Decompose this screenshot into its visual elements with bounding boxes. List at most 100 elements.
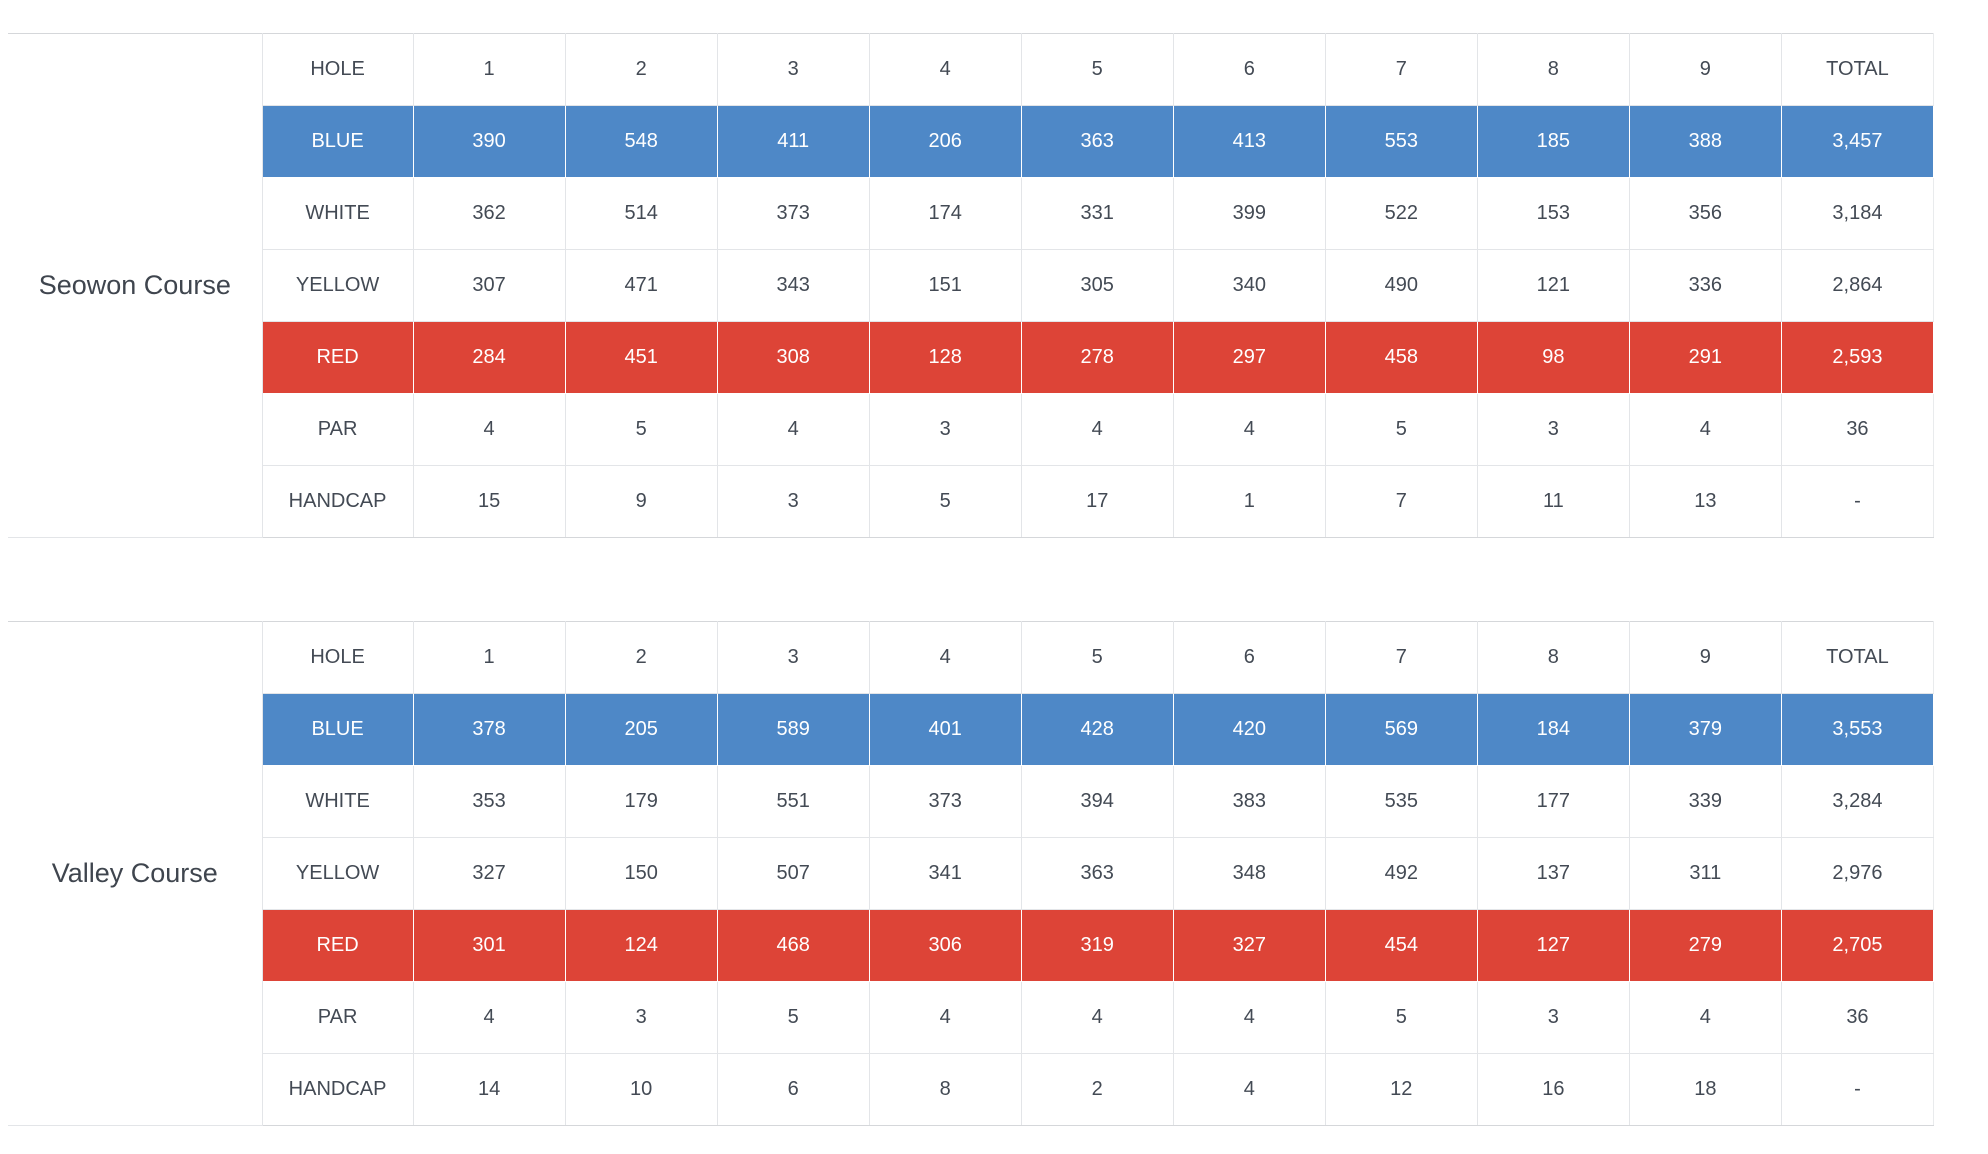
score-cell: 388 bbox=[1628, 105, 1782, 178]
score-cell: 121 bbox=[1476, 249, 1630, 322]
total-cell: 2,976 bbox=[1780, 837, 1935, 910]
score-cell: 362 bbox=[412, 177, 566, 250]
par-cell: 5 bbox=[716, 981, 870, 1054]
score-cell: 127 bbox=[1476, 909, 1630, 982]
row-label: HANDCAP bbox=[261, 465, 414, 538]
header-cell: 5 bbox=[1020, 33, 1174, 106]
header-cell: 6 bbox=[1172, 33, 1326, 106]
total-cell: 2,705 bbox=[1780, 909, 1935, 982]
score-cell: 401 bbox=[868, 693, 1022, 766]
score-cell: 150 bbox=[564, 837, 718, 910]
score-cell: 551 bbox=[716, 765, 870, 838]
handicap-cell: 3 bbox=[716, 465, 870, 538]
score-cell: 589 bbox=[716, 693, 870, 766]
row-label: RED bbox=[261, 909, 414, 982]
header-row: Valley Course HOLE 1 2 3 4 5 6 7 8 9 TOT… bbox=[8, 621, 1935, 1126]
header-cell: 7 bbox=[1324, 621, 1478, 694]
row-blue-tee: BLUE 390 548 411 206 363 413 553 185 388… bbox=[8, 105, 1935, 178]
score-cell: 399 bbox=[1172, 177, 1326, 250]
score-cell: 311 bbox=[1628, 837, 1782, 910]
row-par: PAR 4 3 5 4 4 4 5 3 4 36 bbox=[8, 981, 1935, 1054]
score-cell: 363 bbox=[1020, 837, 1174, 910]
score-cell: 184 bbox=[1476, 693, 1630, 766]
header-cell: 4 bbox=[868, 621, 1022, 694]
handicap-cell: 16 bbox=[1476, 1053, 1630, 1126]
par-cell: 3 bbox=[564, 981, 718, 1054]
score-cell: 373 bbox=[868, 765, 1022, 838]
par-cell: 3 bbox=[1476, 393, 1630, 466]
handicap-cell: 5 bbox=[868, 465, 1022, 538]
par-cell: 4 bbox=[412, 393, 566, 466]
score-cell: 522 bbox=[1324, 177, 1478, 250]
row-white-tee: WHITE 353 179 551 373 394 383 535 177 33… bbox=[8, 765, 1935, 838]
score-cell: 569 bbox=[1324, 693, 1478, 766]
score-cell: 305 bbox=[1020, 249, 1174, 322]
score-cell: 343 bbox=[716, 249, 870, 322]
row-handicap: HANDCAP 15 9 3 5 17 1 7 11 13 - bbox=[8, 465, 1935, 538]
par-cell: 4 bbox=[1628, 393, 1782, 466]
total-cell: 3,284 bbox=[1780, 765, 1935, 838]
score-cell: 306 bbox=[868, 909, 1022, 982]
score-cell: 373 bbox=[716, 177, 870, 250]
handicap-cell: 18 bbox=[1628, 1053, 1782, 1126]
score-cell: 124 bbox=[564, 909, 718, 982]
score-cell: 308 bbox=[716, 321, 870, 394]
course-name: Valley Course bbox=[8, 621, 263, 1126]
score-cell: 297 bbox=[1172, 321, 1326, 394]
score-cell: 492 bbox=[1324, 837, 1478, 910]
total-cell: 3,457 bbox=[1780, 105, 1935, 178]
header-cell: 9 bbox=[1628, 33, 1782, 106]
score-cell: 279 bbox=[1628, 909, 1782, 982]
row-white-tee: WHITE 362 514 373 174 331 399 522 153 35… bbox=[8, 177, 1935, 250]
handicap-cell: 7 bbox=[1324, 465, 1478, 538]
score-cell: 151 bbox=[868, 249, 1022, 322]
score-cell: 507 bbox=[716, 837, 870, 910]
score-cell: 205 bbox=[564, 693, 718, 766]
score-cell: 420 bbox=[1172, 693, 1326, 766]
row-red-tee: RED 284 451 308 128 278 297 458 98 291 2… bbox=[8, 321, 1935, 394]
course-name: Seowon Course bbox=[8, 33, 263, 538]
par-cell: 4 bbox=[1020, 393, 1174, 466]
row-label: WHITE bbox=[261, 765, 414, 838]
total-cell: 3,553 bbox=[1780, 693, 1935, 766]
seowon-course-table: Seowon Course HOLE 1 2 3 4 5 6 7 8 9 TOT… bbox=[8, 33, 1935, 538]
header-cell: 5 bbox=[1020, 621, 1174, 694]
par-cell: 5 bbox=[1324, 981, 1478, 1054]
row-label: HANDCAP bbox=[261, 1053, 414, 1126]
score-cell: 291 bbox=[1628, 321, 1782, 394]
handicap-cell: 2 bbox=[1020, 1053, 1174, 1126]
handicap-cell: 15 bbox=[412, 465, 566, 538]
score-cell: 174 bbox=[868, 177, 1022, 250]
score-cell: 307 bbox=[412, 249, 566, 322]
score-cell: 411 bbox=[716, 105, 870, 178]
par-cell: 4 bbox=[1172, 393, 1326, 466]
score-cell: 490 bbox=[1324, 249, 1478, 322]
par-cell: 4 bbox=[1628, 981, 1782, 1054]
score-cell: 179 bbox=[564, 765, 718, 838]
handicap-cell: 13 bbox=[1628, 465, 1782, 538]
row-red-tee: RED 301 124 468 306 319 327 454 127 279 … bbox=[8, 909, 1935, 982]
header-cell: 7 bbox=[1324, 33, 1478, 106]
total-cell: 2,593 bbox=[1780, 321, 1935, 394]
row-par: PAR 4 5 4 3 4 4 5 3 4 36 bbox=[8, 393, 1935, 466]
row-blue-tee: BLUE 378 205 589 401 428 420 569 184 379… bbox=[8, 693, 1935, 766]
handicap-cell: 6 bbox=[716, 1053, 870, 1126]
par-cell: 3 bbox=[868, 393, 1022, 466]
handicap-cell: 12 bbox=[1324, 1053, 1478, 1126]
handicap-cell: 17 bbox=[1020, 465, 1174, 538]
total-cell: 3,184 bbox=[1780, 177, 1935, 250]
header-row: Seowon Course HOLE 1 2 3 4 5 6 7 8 9 TOT… bbox=[8, 33, 1935, 538]
score-cell: 454 bbox=[1324, 909, 1478, 982]
handicap-cell: 10 bbox=[564, 1053, 718, 1126]
score-cell: 137 bbox=[1476, 837, 1630, 910]
score-cell: 153 bbox=[1476, 177, 1630, 250]
header-cell: 6 bbox=[1172, 621, 1326, 694]
par-cell: 4 bbox=[868, 981, 1022, 1054]
score-cell: 331 bbox=[1020, 177, 1174, 250]
header-cell: 8 bbox=[1476, 33, 1630, 106]
score-cell: 339 bbox=[1628, 765, 1782, 838]
score-cell: 548 bbox=[564, 105, 718, 178]
score-cell: 514 bbox=[564, 177, 718, 250]
header-cell: 2 bbox=[564, 621, 718, 694]
